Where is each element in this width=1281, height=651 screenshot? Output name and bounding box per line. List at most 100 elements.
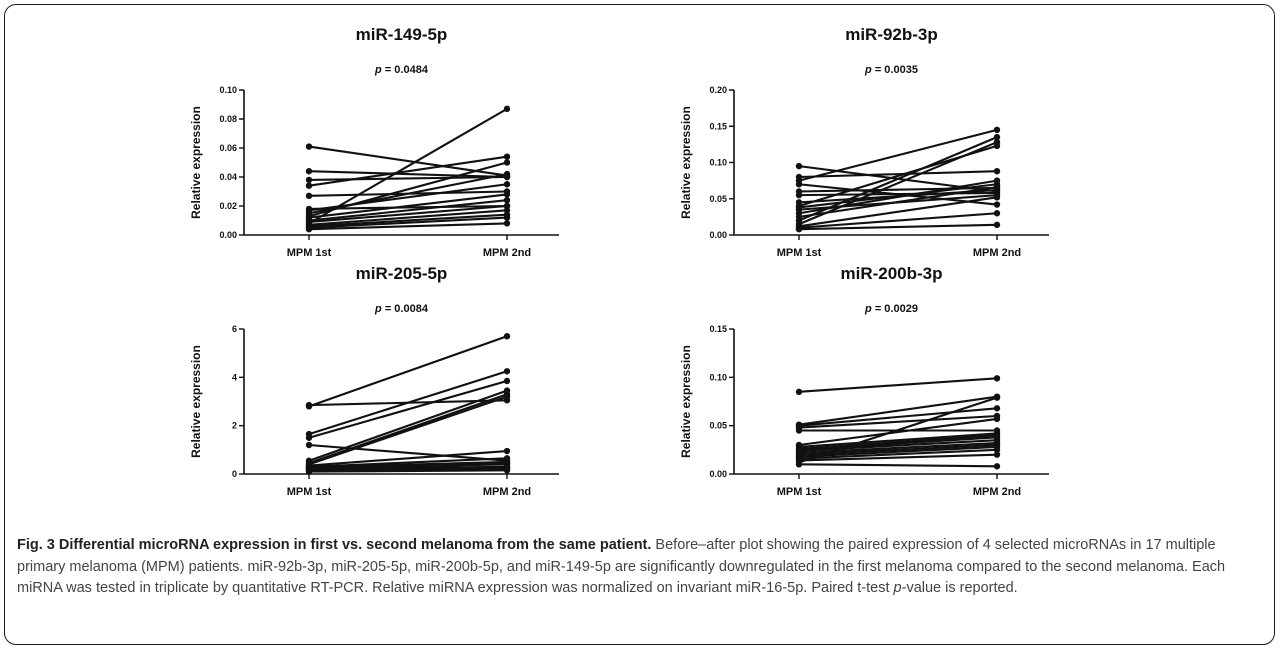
point-mpm-2nd	[993, 210, 1001, 217]
pair-line	[308, 449, 508, 467]
point-mpm-2nd	[993, 201, 1001, 208]
point-mpm-2nd	[993, 375, 1001, 382]
point-mpm-2nd	[503, 467, 511, 474]
y-tick-label: 0.00	[219, 230, 237, 240]
caption-text-end: -value is reported.	[901, 580, 1018, 596]
pair-line	[308, 161, 508, 218]
point-mpm-2nd	[503, 191, 511, 198]
point-mpm-2nd	[503, 170, 511, 178]
point-mpm-1st	[305, 441, 313, 449]
y-tick-label: 0.08	[219, 114, 237, 124]
pair-line	[308, 335, 508, 408]
y-tick-label: 6	[232, 324, 237, 334]
p-symbol: p	[374, 303, 382, 315]
pair-line	[308, 379, 508, 439]
x-category-label: MPM 2nd	[483, 486, 531, 498]
point-mpm-2nd	[503, 105, 511, 113]
p-value-label: p = 0.0084	[374, 303, 429, 315]
pair-line	[308, 443, 508, 462]
x-category-label: MPM 2nd	[973, 247, 1021, 259]
pair-line	[798, 377, 998, 393]
y-tick-label: 0.02	[219, 201, 237, 211]
x-category-label: MPM 1st	[777, 486, 822, 498]
p-value: = 0.0035	[872, 64, 918, 76]
chart-title: miR-205-5p	[356, 264, 448, 283]
y-tick-label: 0.10	[709, 372, 727, 382]
pair-line	[798, 439, 998, 452]
point-mpm-1st	[305, 143, 313, 150]
pair-line	[308, 107, 508, 225]
p-value-label: p = 0.0035	[864, 64, 918, 76]
pair-line	[308, 204, 508, 210]
pair-line	[798, 128, 998, 182]
y-tick-label: 0.05	[709, 194, 727, 204]
pair-line	[798, 396, 998, 464]
pair-line	[798, 432, 998, 448]
point-mpm-2nd	[993, 221, 1001, 229]
x-category-label: MPM 1st	[287, 486, 332, 498]
point-mpm-2nd	[503, 181, 511, 188]
pair-line	[798, 434, 998, 450]
pair-line	[798, 463, 998, 468]
point-mpm-2nd	[503, 393, 511, 400]
y-tick-label: 0.10	[219, 85, 237, 95]
point-mpm-2nd	[993, 168, 1001, 175]
chart-mir-92b-3p: miR-92b-3p p = 0.0035 0.00 0.05 0.10 0.15 0.20…	[679, 25, 1049, 259]
pair-line	[798, 448, 998, 460]
point-mpm-2nd	[993, 451, 1001, 458]
pair-line	[308, 395, 508, 466]
p-symbol: p	[864, 64, 872, 76]
plots-area: miR-149-5p p = 0.0484 0.00 0.02 0.04 0.06 0.08…	[5, 5, 1274, 525]
point-mpm-1st	[795, 427, 803, 434]
y-tick-label: 0	[232, 469, 237, 479]
pair-line	[308, 155, 508, 187]
pair-line	[798, 196, 998, 228]
point-mpm-2nd	[503, 197, 511, 204]
point-mpm-2nd	[993, 415, 1001, 423]
y-tick-label: 0.00	[709, 230, 727, 240]
x-category-label: MPM 2nd	[483, 247, 531, 259]
y-axis-title: Relative expression	[189, 345, 203, 458]
pair-line	[798, 191, 998, 197]
pair-line	[798, 436, 998, 451]
point-mpm-2nd	[503, 333, 511, 340]
point-mpm-2nd	[503, 377, 511, 385]
y-axis-title: Relative expression	[679, 345, 693, 458]
pair-line	[798, 395, 998, 426]
point-mpm-1st	[305, 403, 313, 410]
y-tick-label: 0.15	[709, 121, 727, 131]
y-tick-label: 4	[232, 372, 237, 382]
pair-line	[798, 407, 998, 427]
chart-mir-149-5p: miR-149-5p p = 0.0484 0.00 0.02 0.04 0.06 0.08…	[189, 25, 559, 259]
point-mpm-1st	[305, 434, 313, 441]
chart-title: miR-92b-3p	[845, 25, 938, 44]
point-mpm-2nd	[993, 177, 1001, 184]
figure-caption: Fig. 3 Differential microRNA expression …	[17, 535, 1265, 600]
point-mpm-2nd	[993, 183, 1001, 191]
y-axis-title: Relative expression	[679, 106, 693, 219]
p-symbol: p	[374, 64, 382, 76]
y-tick-label: 2	[232, 421, 237, 431]
chart-title: miR-200b-3p	[840, 264, 942, 283]
point-mpm-2nd	[993, 394, 1001, 401]
pair-line	[798, 417, 998, 447]
x-category-label: MPM 1st	[287, 247, 332, 259]
point-mpm-2nd	[503, 447, 511, 455]
point-mpm-1st	[795, 226, 803, 233]
pair-line	[798, 179, 998, 215]
figure-panel: miR-149-5p p = 0.0484 0.00 0.02 0.04 0.06 0.08…	[4, 4, 1275, 645]
y-axis-title: Relative expression	[189, 106, 203, 219]
point-mpm-2nd	[993, 194, 1001, 201]
pair-line	[308, 175, 508, 181]
pair-line	[308, 209, 508, 226]
point-mpm-1st	[305, 168, 313, 175]
x-category-label: MPM 1st	[777, 247, 822, 259]
pair-line	[308, 468, 508, 472]
p-value: = 0.0084	[382, 303, 429, 315]
pair-line	[308, 213, 508, 228]
pair-line	[308, 204, 508, 223]
point-mpm-1st	[305, 176, 313, 184]
charts-canvas: miR-149-5p p = 0.0484 0.00 0.02 0.04 0.06 0.08…	[189, 25, 1049, 498]
p-value-label: p = 0.0484	[374, 64, 429, 76]
point-mpm-2nd	[993, 446, 1001, 454]
